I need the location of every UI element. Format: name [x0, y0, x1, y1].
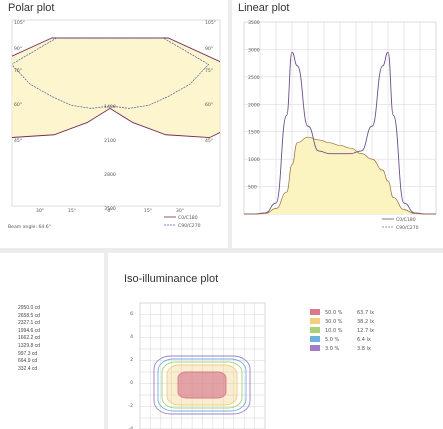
cd-value: 1662.2 cd: [18, 335, 40, 342]
polar-chart: 105° 90° 75° 60° 45° 105° 90° 75° 60° 45° 30° 15° 0°…: [8, 19, 221, 230]
polar-bottom-label: 30°: [36, 208, 44, 214]
iso-legend-pct: 3.0 %: [325, 346, 340, 352]
linear-y-tick: 1500: [248, 130, 260, 136]
linear-y-tick: 3500: [248, 20, 260, 26]
iso-legend-pct: 10.0 %: [325, 328, 343, 334]
polar-angle-label: 60°: [14, 102, 22, 108]
iso-legend-lux: 38.2 lx: [357, 319, 374, 325]
polar-radial-label: 3500: [104, 206, 116, 212]
polar-angle-label: 60°: [205, 102, 213, 108]
polar-angle-label: 75°: [14, 68, 22, 74]
linear-y-tick: 3000: [248, 47, 260, 53]
cd-value: 2658.5 cd: [18, 312, 40, 319]
iso-y-tick: 2: [130, 357, 133, 363]
iso-contour: [177, 371, 227, 399]
polar-angle-label: 105°: [14, 20, 25, 26]
linear-y-tick: 2000: [248, 102, 260, 108]
iso-legend-swatch: [310, 327, 320, 333]
polar-angle-label: 90°: [14, 46, 22, 52]
polar-angle-label: 45°: [14, 138, 22, 144]
iso-legend-lux: 6.4 lx: [357, 337, 371, 343]
linear-series-c90: [244, 136, 436, 215]
iso-contour: [153, 355, 251, 415]
iso-legend-swatch: [310, 318, 320, 324]
linear-legend-c0-label: C0/C180: [396, 217, 416, 223]
iso-y-tick: 4: [130, 334, 133, 340]
linear-panel: Linear plot 3500 3000 2500 2000 1500 1000 500 …: [232, 0, 443, 248]
linear-y-tick: 1000: [248, 157, 260, 163]
polar-radial-label: 2800: [104, 172, 116, 178]
polar-radial-label: 1400: [104, 104, 116, 110]
polar-title: Polar plot: [8, 2, 55, 14]
iso-legend-lux: 3.8 lx: [357, 346, 371, 352]
iso-legend-pct: 50.0 %: [325, 310, 343, 316]
linear-series-c0: [244, 51, 436, 215]
iso-legend-pct: 30.0 %: [325, 319, 343, 325]
linear-legend-c90-label: C90/C270: [396, 225, 419, 231]
cd-value: 1329.8 cd: [18, 342, 40, 349]
linear-chart: 3500 3000 2500 2000 1500 1000 500 C0/C180 C90/…: [243, 20, 437, 231]
cd-value: 1994.6 cd: [18, 327, 40, 334]
polar-series-c0: [12, 37, 220, 139]
cd-value: 332.4 cd: [18, 365, 38, 372]
iso-contour: [161, 361, 243, 409]
polar-angle-label: 75°: [205, 68, 213, 74]
iso-chart: 6 4 2 0 -2 -4 50.0 % 63.7 lx 30.0 % 38.2 lx 10.0 …: [128, 302, 374, 429]
iso-legend-swatch: [310, 345, 320, 351]
legend-c90-label: C90/C270: [178, 223, 201, 229]
polar-angle-label: 90°: [205, 46, 213, 52]
iso-legend-pct: 5.0 %: [325, 337, 340, 343]
polar-panel: Polar plot 105° 90° 75° 60° 45° 105° 90° 75° 60°…: [0, 0, 228, 248]
iso-legend-swatch: [310, 336, 320, 342]
linear-y-tick: 500: [248, 185, 257, 191]
iso-panel: Iso-illuminance plot 6 4 2 0 -2 -4 50.0 % 63.7…: [108, 253, 443, 429]
polar-angle-label: 105°: [205, 20, 216, 26]
iso-y-tick: 6: [130, 311, 133, 317]
iso-y-tick: -4: [128, 426, 133, 429]
cd-values-list: 2950.0 cd 2658.5 cd 2327.1 cd 1994.6 cd 1662…: [18, 305, 40, 373]
linear-y-tick: 2500: [248, 75, 260, 81]
cd-values-panel: 2950.0 cd 2658.5 cd 2327.1 cd 1994.6 cd 1662…: [0, 253, 104, 429]
polar-bottom-label: 15°: [144, 208, 152, 214]
polar-radial-label: 2100: [104, 138, 116, 144]
linear-title: Linear plot: [238, 2, 290, 14]
polar-angle-label: 45°: [205, 138, 213, 144]
polar-bottom-label: 30°: [176, 208, 184, 214]
iso-contour: [157, 358, 247, 412]
iso-legend-lux: 63.7 lx: [357, 310, 374, 316]
iso-title: Iso-illuminance plot: [124, 273, 219, 285]
iso-y-tick: 0: [130, 380, 133, 386]
iso-legend-swatch: [310, 309, 320, 315]
iso-legend-lux: 12.7 lx: [357, 328, 374, 334]
iso-y-tick: -2: [128, 403, 133, 409]
polar-bottom-label: 0°: [107, 208, 112, 214]
polar-series-c90: [12, 37, 210, 109]
cd-value: 664.9 cd: [18, 358, 38, 365]
cd-value: 2327.1 cd: [18, 320, 40, 327]
legend-c0-label: C0/C180: [178, 215, 198, 221]
cd-value: 2950.0 cd: [18, 305, 40, 311]
linear-area-c90: [244, 137, 436, 214]
beam-angle-label: Beam angle: 64.6°: [8, 224, 51, 230]
polar-bottom-label: 15°: [68, 208, 76, 214]
cd-value: 997.3 cd: [18, 350, 38, 357]
